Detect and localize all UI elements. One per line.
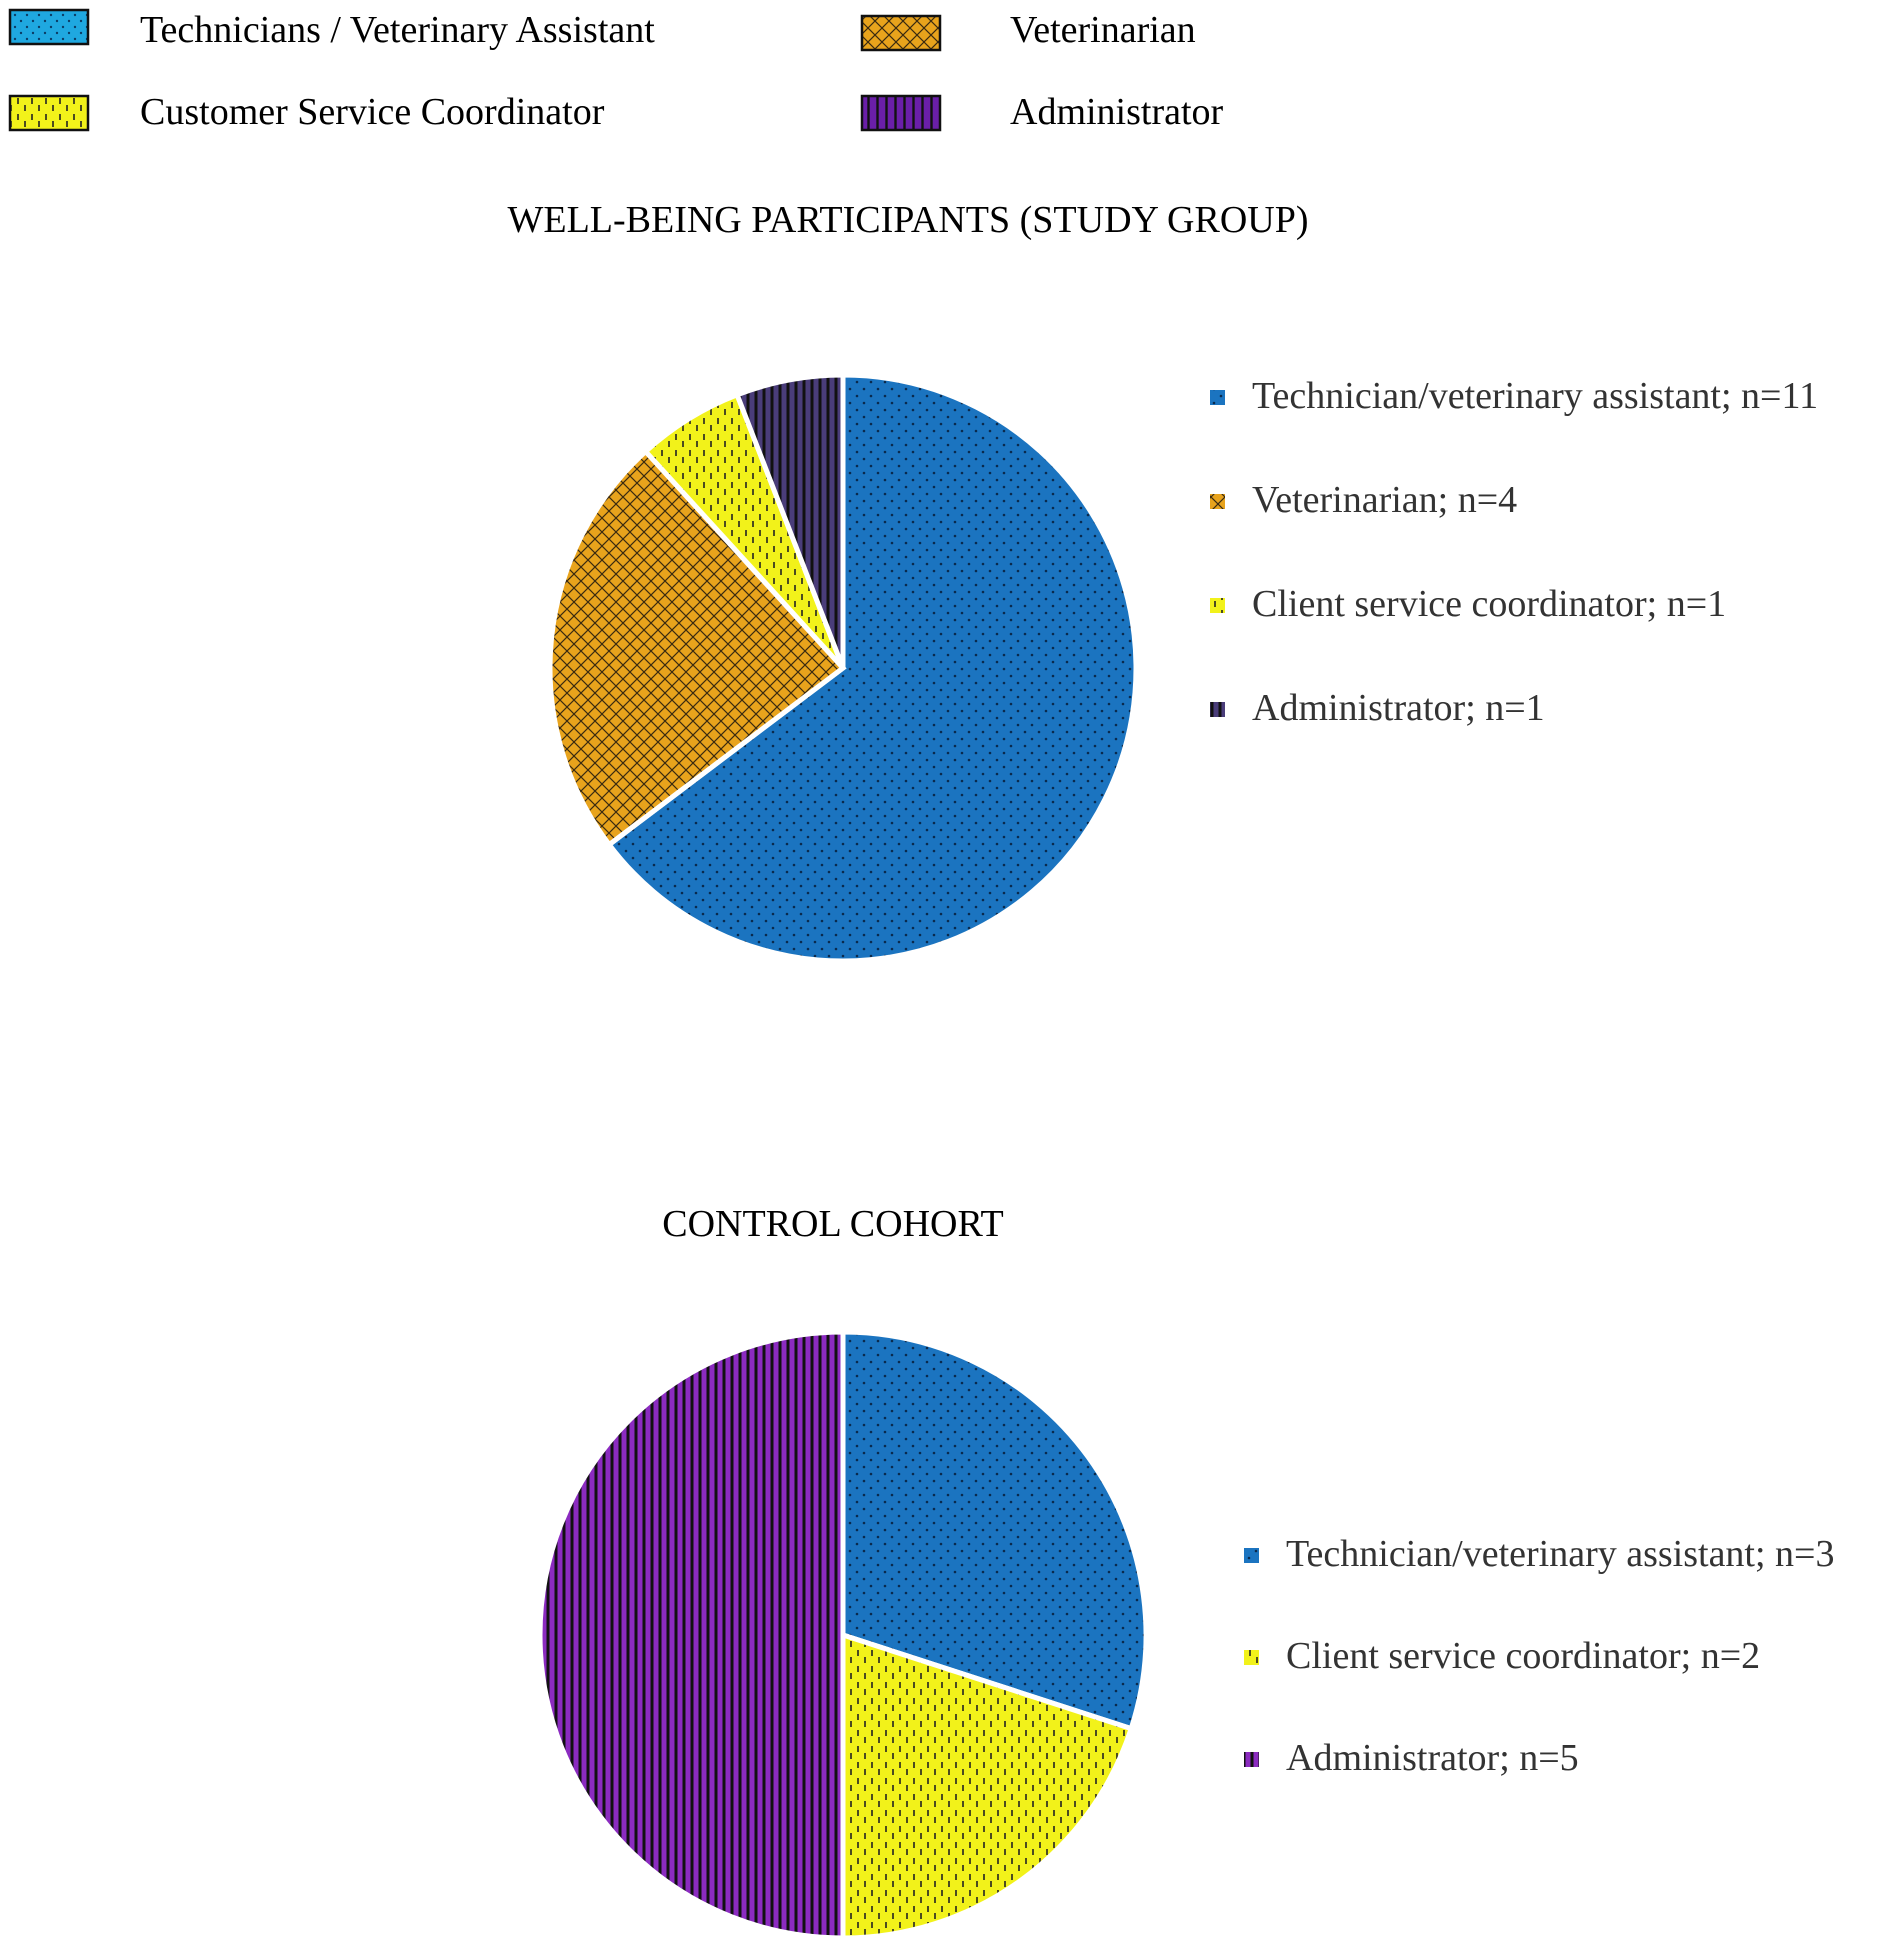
pie-study-group bbox=[547, 372, 1139, 964]
study-legend-marker-tech bbox=[1210, 390, 1225, 405]
study-legend-marker-admin bbox=[1210, 702, 1225, 717]
study-legend-label-tech: Technician/veterinary assistant; n=11 bbox=[1252, 375, 1818, 417]
control-slice-tech bbox=[840, 1329, 1149, 1732]
control-legend-marker-csc bbox=[1244, 1650, 1259, 1665]
legend-swatch-admin bbox=[860, 94, 942, 132]
legend-swatch-vet bbox=[860, 14, 942, 52]
pie-legend-control: Technician/veterinary assistant; n=3 Clie… bbox=[1244, 1533, 1834, 1779]
study-legend-label-vet: Veterinarian; n=4 bbox=[1252, 479, 1517, 521]
pie-control-cohort bbox=[537, 1329, 1149, 1937]
legend-label-admin: Administrator bbox=[1010, 91, 1224, 133]
legend-swatch-csc bbox=[8, 94, 90, 132]
legend-swatch-tech bbox=[8, 8, 90, 46]
control-legend-label-admin: Administrator; n=5 bbox=[1286, 1737, 1579, 1779]
pie-legend-study: Technician/veterinary assistant; n=11 Vet… bbox=[1210, 375, 1818, 729]
study-legend-label-csc: Client service coordinator; n=1 bbox=[1252, 583, 1726, 625]
control-legend-label-tech: Technician/veterinary assistant; n=3 bbox=[1286, 1533, 1834, 1575]
control-legend-label-csc: Client service coordinator; n=2 bbox=[1286, 1635, 1760, 1677]
top-legend: Technicians / Veterinary Assistant Veter… bbox=[8, 8, 1224, 133]
control-slice-csc bbox=[840, 1631, 1135, 1937]
control-legend-marker-admin bbox=[1244, 1752, 1259, 1767]
chart-title-control: CONTROL COHORT bbox=[662, 1203, 1003, 1245]
control-slice-admin bbox=[537, 1329, 846, 1937]
control-legend-marker-tech bbox=[1244, 1548, 1259, 1563]
legend-label-tech: Technicians / Veterinary Assistant bbox=[140, 9, 655, 51]
study-slice-vet bbox=[547, 447, 847, 849]
study-legend-label-admin: Administrator; n=1 bbox=[1252, 687, 1545, 729]
study-slice-tech bbox=[605, 372, 1139, 964]
study-legend-marker-vet bbox=[1210, 494, 1225, 509]
legend-label-vet: Veterinarian bbox=[1010, 9, 1196, 51]
study-legend-marker-csc bbox=[1210, 598, 1225, 613]
legend-label-csc: Customer Service Coordinator bbox=[140, 91, 605, 133]
study-slice-admin bbox=[733, 372, 846, 669]
chart-title-study: WELL-BEING PARTICIPANTS (STUDY GROUP) bbox=[507, 199, 1308, 241]
